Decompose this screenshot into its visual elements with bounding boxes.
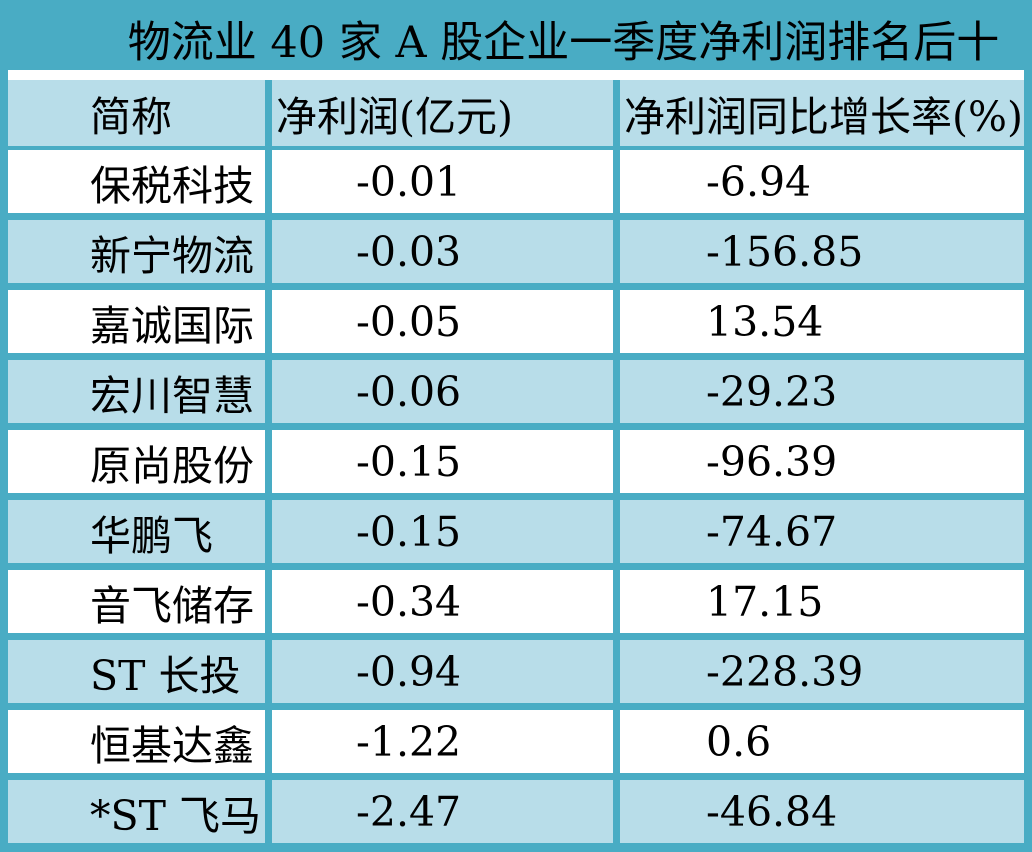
growth-rate-cell: 17.15	[620, 570, 1024, 633]
column-header-growth-rate: 净利润同比增长率(%)	[620, 80, 1024, 146]
company-name-cell: 音飞储存	[8, 570, 265, 633]
growth-rate-cell: -74.67	[620, 500, 1024, 563]
column-header-net-profit: 净利润(亿元)	[272, 80, 613, 146]
net-profit-cell: -1.22	[272, 710, 613, 773]
growth-rate-cell: -6.94	[620, 150, 1024, 213]
company-name-cell: *ST 飞马	[8, 780, 265, 843]
company-name-cell: 嘉诚国际	[8, 290, 265, 353]
company-name-cell: 华鹏飞	[8, 500, 265, 563]
table-title: 物流业 40 家 A 股企业一季度净利润排名后十	[8, 8, 1024, 70]
company-name-cell: 保税科技	[8, 150, 265, 213]
growth-rate-cell: 13.54	[620, 290, 1024, 353]
company-name-cell: 恒基达鑫	[8, 710, 265, 773]
company-name-cell: 原尚股份	[8, 430, 265, 493]
net-profit-cell: -0.15	[272, 500, 613, 563]
growth-rate-cell: 0.6	[620, 710, 1024, 773]
net-profit-cell: -0.15	[272, 430, 613, 493]
company-name-cell: ST 长投	[8, 640, 265, 703]
net-profit-cell: -0.94	[272, 640, 613, 703]
column-header-abbreviation: 简称	[8, 80, 265, 146]
growth-rate-cell: -96.39	[620, 430, 1024, 493]
growth-rate-cell: -29.23	[620, 360, 1024, 423]
net-profit-cell: -0.34	[272, 570, 613, 633]
company-name-cell: 新宁物流	[8, 220, 265, 283]
company-name-cell: 宏川智慧	[8, 360, 265, 423]
table: 简称 净利润(亿元) 净利润同比增长率(%) 保税科技 -0.01 -6.94 新宁物…	[8, 80, 1024, 843]
net-profit-cell: -0.05	[272, 290, 613, 353]
net-profit-cell: -0.03	[272, 220, 613, 283]
growth-rate-cell: -156.85	[620, 220, 1024, 283]
title-divider	[8, 70, 1024, 80]
net-profit-cell: -0.06	[272, 360, 613, 423]
growth-rate-cell: -228.39	[620, 640, 1024, 703]
growth-rate-cell: -46.84	[620, 780, 1024, 843]
net-profit-cell: -2.47	[272, 780, 613, 843]
net-profit-cell: -0.01	[272, 150, 613, 213]
